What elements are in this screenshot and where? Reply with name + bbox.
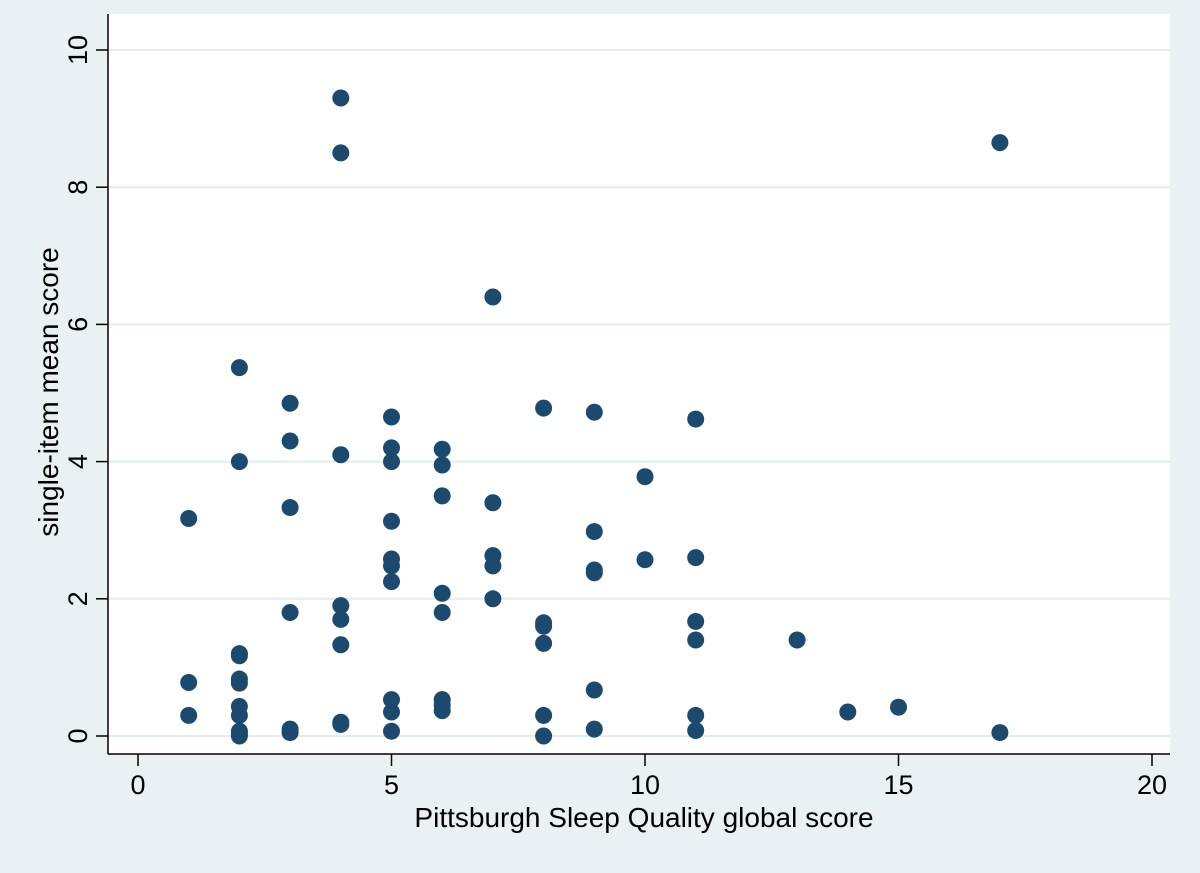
y-tick-label: 8: [63, 180, 93, 195]
data-point: [383, 408, 400, 426]
x-tick-label: 0: [130, 770, 145, 800]
x-tick-label: 5: [384, 770, 399, 800]
data-point: [332, 144, 350, 162]
data-point: [383, 691, 400, 709]
data-point: [433, 440, 451, 458]
data-point: [180, 706, 198, 724]
data-point: [230, 453, 248, 471]
data-point: [991, 724, 1009, 742]
data-point: [484, 557, 502, 575]
x-tick-label: 10: [630, 770, 660, 800]
x-tick-label: 20: [1137, 770, 1167, 800]
data-point: [332, 636, 350, 654]
data-point: [433, 604, 451, 622]
data-point: [180, 510, 198, 528]
y-axis-title: single-item mean score: [33, 247, 64, 536]
data-point: [687, 722, 705, 740]
data-point: [484, 494, 502, 512]
data-point: [383, 453, 400, 471]
y-tick-label: 4: [63, 454, 93, 469]
data-point: [230, 727, 248, 745]
data-point: [585, 523, 603, 541]
data-point: [687, 612, 705, 630]
data-point: [687, 631, 705, 649]
data-point: [433, 702, 451, 720]
data-point: [890, 698, 907, 716]
data-point: [535, 727, 553, 745]
y-tick-label: 6: [63, 317, 93, 332]
data-point: [281, 604, 299, 622]
data-point: [687, 410, 705, 428]
data-point: [585, 403, 603, 421]
data-point: [230, 647, 248, 665]
data-point: [991, 134, 1009, 152]
data-point: [433, 584, 451, 602]
data-point: [332, 715, 350, 733]
data-point: [383, 703, 400, 721]
x-axis-ticks: 0 5 10 15 20: [130, 754, 1167, 800]
data-point: [585, 720, 603, 738]
data-point: [585, 681, 603, 699]
data-point: [383, 512, 400, 530]
data-point: [180, 673, 198, 691]
data-point: [535, 634, 553, 652]
y-tick-label: 10: [63, 35, 93, 65]
data-point: [636, 551, 654, 569]
data-point: [332, 89, 350, 107]
data-point: [484, 590, 502, 608]
x-tick-label: 15: [883, 770, 913, 800]
data-point: [281, 499, 299, 517]
plot-area: [108, 14, 1170, 754]
data-point: [383, 722, 400, 740]
data-point: [383, 557, 400, 575]
x-axis-title: Pittsburgh Sleep Quality global score: [414, 802, 873, 833]
data-point: [383, 439, 400, 457]
data-point: [535, 399, 553, 417]
data-point: [839, 703, 857, 721]
data-point: [484, 288, 502, 306]
data-point: [230, 359, 248, 377]
y-tick-label: 0: [63, 728, 93, 743]
data-point: [332, 610, 350, 628]
data-point: [332, 597, 350, 615]
data-point: [535, 706, 553, 724]
data-point: [585, 564, 603, 582]
data-point: [433, 456, 451, 474]
data-point: [535, 617, 553, 635]
data-point: [281, 394, 299, 412]
y-axis-ticks: 0 2 4 6 8 10: [63, 35, 108, 744]
data-point: [383, 573, 400, 591]
data-point: [788, 631, 806, 649]
data-point: [332, 446, 350, 464]
data-point: [687, 549, 705, 567]
data-point: [230, 674, 248, 692]
data-point: [433, 487, 451, 505]
data-point: [281, 432, 299, 450]
data-point: [281, 724, 299, 742]
data-points: [180, 89, 1009, 745]
data-point: [230, 706, 248, 724]
data-point: [636, 468, 654, 486]
data-point: [687, 706, 705, 724]
y-tick-label: 2: [63, 591, 93, 606]
